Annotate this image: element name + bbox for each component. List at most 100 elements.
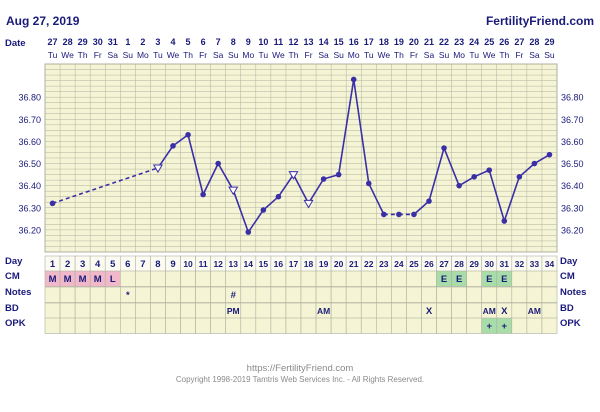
temp-point — [441, 145, 447, 151]
temp-point — [546, 151, 553, 158]
day-cell: 16 — [274, 259, 284, 269]
bd-cell-bg — [541, 302, 558, 319]
temp-line-segment — [534, 153, 550, 165]
notes-cell-bg — [59, 286, 76, 303]
notes-cell-bg — [406, 286, 422, 303]
y-tick-label-right: 36.60 — [561, 137, 584, 147]
date-label: 23 — [454, 37, 464, 47]
cm-cell-bg — [345, 270, 362, 287]
bd-cell-bg — [345, 302, 362, 319]
cm-cell: M — [49, 274, 57, 285]
opk-cell-bg — [345, 317, 362, 334]
temp-point-open — [228, 186, 239, 196]
opk-cell: + — [486, 321, 492, 332]
date-label: 16 — [349, 37, 359, 47]
temp-point — [486, 167, 493, 173]
y-tick-label: 36.80 — [18, 93, 41, 103]
opk-cell-bg — [165, 317, 181, 334]
y-tick-label-right: 36.70 — [561, 115, 584, 125]
notes-cell-bg — [541, 286, 558, 303]
cm-cell-bg — [255, 270, 272, 287]
notes-cell-bg — [104, 286, 121, 303]
weekday-label: Tu — [469, 50, 479, 60]
notes-cell-bg — [466, 286, 483, 303]
opk-cell-bg — [436, 317, 452, 334]
temp-line-segment — [443, 147, 460, 186]
date-label: 31 — [108, 37, 118, 47]
bd-cell-bg — [451, 302, 467, 319]
bd-cell-bg — [119, 302, 136, 319]
y-tick-label: 36.20 — [18, 225, 41, 235]
day-cell: 31 — [500, 259, 510, 269]
temp-line-segment — [172, 134, 189, 147]
temp-line-segment — [503, 176, 521, 222]
day-cell: 27 — [439, 259, 449, 269]
notes-cell-bg — [270, 286, 287, 303]
date-label: 29 — [544, 37, 554, 47]
notes-cell-bg — [240, 286, 257, 303]
notes-row-label-right: Notes — [560, 287, 586, 298]
bd-cell: X — [501, 306, 508, 317]
cm-cell-bg — [421, 270, 437, 287]
temp-point — [381, 211, 387, 218]
date-label: 7 — [216, 37, 221, 47]
cm-cell-bg — [330, 270, 347, 287]
bd-row-label: BD — [5, 303, 19, 314]
temp-line-segment — [187, 134, 204, 195]
opk-cell-bg — [195, 317, 211, 334]
date-label: 21 — [424, 37, 434, 47]
notes-cell-bg — [255, 286, 272, 303]
day-cell: 9 — [170, 259, 175, 270]
notes-cell-bg — [330, 286, 347, 303]
date-label: 11 — [274, 37, 284, 47]
weekday-label: Th — [183, 50, 193, 60]
notes-cell-bg — [511, 286, 528, 303]
opk-row-label-right: OPK — [560, 318, 581, 329]
temp-point — [320, 176, 327, 182]
bd-cell-bg — [255, 302, 272, 319]
opk-cell-bg — [180, 317, 196, 334]
bd-cell-bg — [436, 302, 452, 319]
date-label: 10 — [258, 37, 268, 47]
date-label: 17 — [364, 37, 374, 47]
day-cell: 17 — [289, 259, 299, 269]
opk-cell-bg — [300, 317, 317, 334]
cm-row-label: CM — [5, 271, 20, 282]
weekday-label: Th — [78, 50, 88, 60]
bd-cell-bg — [89, 302, 106, 319]
opk-cell-bg — [270, 317, 287, 334]
notes-cell: * — [126, 290, 130, 301]
y-tick-label-right: 36.80 — [561, 93, 584, 103]
cm-cell-bg — [375, 270, 392, 287]
date-label: 15 — [334, 37, 344, 47]
date-label: 25 — [484, 37, 494, 47]
opk-cell-bg — [89, 317, 106, 334]
opk-row-label: OPK — [5, 318, 26, 329]
temp-point-open — [288, 171, 299, 180]
weekday-label: Mo — [137, 50, 149, 60]
temp-line-segment — [307, 178, 325, 204]
bd-cell: AM — [317, 306, 330, 316]
temp-line-segment — [262, 196, 279, 211]
weekday-label: Su — [544, 50, 555, 60]
cm-cell-bg — [466, 270, 483, 287]
temp-point — [275, 193, 282, 200]
opk-cell-bg — [406, 317, 422, 334]
temp-line-segment — [368, 183, 385, 215]
date-label: 26 — [499, 37, 509, 47]
temp-point — [350, 76, 357, 83]
cm-cell: E — [456, 274, 462, 285]
opk-cell-bg — [225, 317, 242, 334]
date-label: 30 — [93, 37, 103, 47]
day-cell: 12 — [213, 259, 223, 269]
cm-cell-bg — [180, 270, 196, 287]
date-label: 9 — [246, 37, 251, 47]
temp-point — [260, 207, 267, 213]
temp-point — [501, 218, 508, 224]
notes-cell-bg — [210, 286, 227, 303]
day-cell: 7 — [140, 259, 145, 270]
date-label: 8 — [231, 37, 236, 47]
cm-row-label-right: CM — [560, 271, 575, 282]
cm-cell-bg — [526, 270, 543, 287]
opk-cell-bg — [360, 317, 377, 334]
